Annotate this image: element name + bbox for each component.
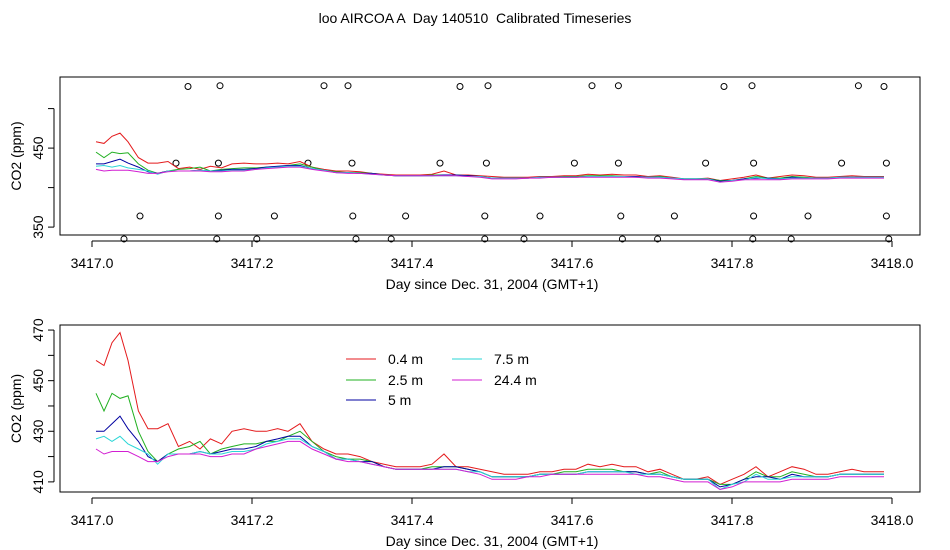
- bottom-series-line-0-4-m: [95, 331, 884, 485]
- legend-label: 2.5 m: [388, 372, 423, 388]
- top-calibration-point: [536, 212, 544, 220]
- top-x-axis-label: Day since Dec. 31, 2004 (GMT+1): [386, 276, 599, 292]
- legend-entry: 0.4 m: [346, 351, 423, 367]
- bottom-y-tick-label: 450: [30, 369, 46, 393]
- top-calibration-point: [348, 159, 356, 167]
- bottom-x-tick-label: 3417.6: [551, 512, 594, 528]
- top-x-tick-label: 3417.4: [391, 255, 434, 271]
- top-calibration-point: [349, 212, 357, 220]
- top-series-line-0-4-m: [95, 132, 884, 182]
- top-calibration-point: [748, 82, 756, 90]
- top-calibration-point: [614, 82, 622, 90]
- top-x-tick-label: 3417.6: [551, 255, 594, 271]
- top-calibration-point: [436, 159, 444, 167]
- top-calibration-point: [184, 82, 192, 90]
- top-calibration-point: [787, 235, 795, 243]
- top-calibration-point: [570, 159, 578, 167]
- top-calibration-point: [520, 235, 528, 243]
- top-calibration-point: [588, 82, 596, 90]
- bottom-x-tick-label: 3418.0: [871, 512, 914, 528]
- top-calibration-point: [750, 159, 758, 167]
- top-calibration-point: [750, 212, 758, 220]
- top-x-tick-label: 3417.0: [71, 255, 114, 271]
- top-series-line-24-4-m: [95, 166, 884, 183]
- bottom-plot-frame: [59, 324, 921, 493]
- top-y-axis-label: CO2 (ppm): [8, 121, 24, 190]
- top-calibration-point: [136, 212, 144, 220]
- top-calibration-point: [402, 212, 410, 220]
- bottom-series-line-7-5-m: [95, 435, 884, 491]
- top-calibration-point: [352, 235, 360, 243]
- legend-label: 0.4 m: [388, 351, 423, 367]
- top-calibration-point: [838, 159, 846, 167]
- top-calibration-point: [482, 159, 490, 167]
- top-calibration-point: [617, 212, 625, 220]
- top-calibration-point: [270, 212, 278, 220]
- top-y-tick-label: 450: [30, 136, 46, 160]
- top-calibration-point: [172, 159, 180, 167]
- bottom-x-tick-label: 3417.2: [231, 512, 274, 528]
- top-x-tick-label: 3417.8: [711, 255, 754, 271]
- top-calibration-point: [481, 235, 489, 243]
- top-calibration-point: [702, 159, 710, 167]
- top-calibration-point: [387, 235, 395, 243]
- legend-entry: 5 m: [346, 392, 411, 408]
- top-calibration-point: [214, 212, 222, 220]
- top-calibration-point: [214, 159, 222, 167]
- top-calibration-point: [804, 212, 812, 220]
- bottom-x-tick-label: 3417.8: [711, 512, 754, 528]
- bottom-y-tick-label: 410: [30, 470, 46, 494]
- top-calibration-point: [216, 82, 224, 90]
- bottom-series-line-2-5-m: [95, 392, 884, 485]
- top-calibration-point: [614, 159, 622, 167]
- legend-label: 5 m: [388, 392, 411, 408]
- top-y-tick-label: 350: [30, 215, 46, 239]
- top-x-tick-label: 3417.2: [231, 255, 274, 271]
- top-calibration-point: [885, 235, 893, 243]
- top-calibration-point: [456, 82, 464, 90]
- top-calibration-point: [120, 235, 128, 243]
- legend-label: 7.5 m: [494, 351, 529, 367]
- top-calibration-point: [213, 235, 221, 243]
- top-calibration-point: [882, 212, 890, 220]
- top-calibration-point: [481, 212, 489, 220]
- top-calibration-point: [749, 235, 757, 243]
- top-calibration-point: [882, 159, 890, 167]
- bottom-series-line-24-4-m: [95, 440, 884, 491]
- bottom-x-tick-label: 3417.4: [391, 512, 434, 528]
- top-x-tick-label: 3418.0: [871, 255, 914, 271]
- legend-entry: 7.5 m: [452, 351, 529, 367]
- bottom-y-tick-label: 430: [30, 419, 46, 443]
- legend-entry: 2.5 m: [346, 372, 423, 388]
- top-calibration-point: [720, 82, 728, 90]
- top-calibration-point: [344, 82, 352, 90]
- top-calibration-point: [484, 82, 492, 90]
- top-calibration-point: [854, 82, 862, 90]
- top-calibration-point: [618, 235, 626, 243]
- legend-entry: 24.4 m: [452, 372, 537, 388]
- bottom-y-tick-label: 470: [30, 318, 46, 342]
- top-calibration-point: [670, 212, 678, 220]
- bottom-y-axis-label: CO2 (ppm): [8, 374, 24, 443]
- top-calibration-point: [654, 235, 662, 243]
- bottom-x-axis-label: Day since Dec. 31, 2004 (GMT+1): [386, 533, 599, 549]
- top-plot-frame: [59, 76, 921, 236]
- top-calibration-point: [253, 235, 261, 243]
- top-calibration-point: [320, 82, 328, 90]
- bottom-x-tick-label: 3417.0: [71, 512, 114, 528]
- top-calibration-point: [880, 82, 888, 90]
- legend-label: 24.4 m: [494, 372, 537, 388]
- figure-title: loo AIRCOA A Day 140510 Calibrated Times…: [318, 10, 632, 26]
